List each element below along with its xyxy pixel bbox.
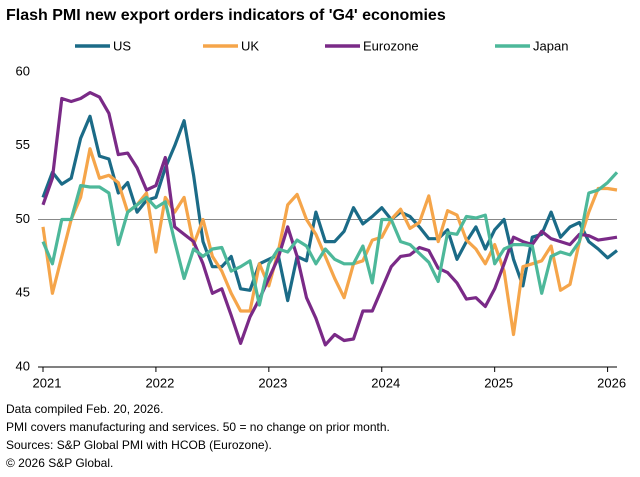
x-tick-label: 2023 bbox=[258, 375, 287, 390]
y-tick-label: 50 bbox=[16, 211, 30, 226]
y-tick-label: 45 bbox=[16, 285, 30, 300]
x-tick-label: 2022 bbox=[145, 375, 174, 390]
x-tick-label: 2025 bbox=[484, 375, 513, 390]
footnote: PMI covers manufacturing and services. 5… bbox=[6, 420, 390, 434]
y-tick-label: 60 bbox=[16, 63, 30, 78]
legend-label: Japan bbox=[533, 38, 568, 53]
series-line bbox=[41, 171, 619, 307]
legend-label: UK bbox=[241, 38, 259, 53]
x-tick-label: 2024 bbox=[371, 375, 400, 390]
series-line bbox=[41, 114, 618, 303]
y-tick-label: 40 bbox=[16, 358, 30, 373]
x-tick-label: 2021 bbox=[33, 375, 62, 390]
footnote: Data compiled Feb. 20, 2026. bbox=[6, 402, 163, 416]
x-tick-label: 2026 bbox=[597, 375, 626, 390]
footnote: Sources: S&P Global PMI with HCOB (Euroz… bbox=[6, 438, 272, 452]
series-line bbox=[41, 91, 618, 347]
chart-title: Flash PMI new export orders indicators o… bbox=[6, 7, 446, 24]
legend-label: US bbox=[113, 38, 131, 53]
y-tick-label: 55 bbox=[16, 137, 30, 152]
legend-label: Eurozone bbox=[363, 38, 419, 53]
footnote: © 2026 S&P Global. bbox=[6, 456, 113, 470]
